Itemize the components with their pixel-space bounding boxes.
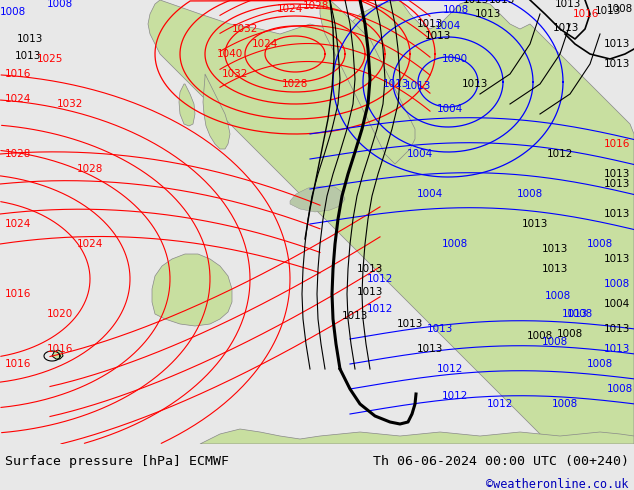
Text: 1008: 1008 [552,399,578,409]
Polygon shape [148,0,634,444]
Text: 1040: 1040 [217,49,243,59]
Text: 1008: 1008 [47,0,73,9]
Polygon shape [203,74,230,149]
Text: 1016: 1016 [573,9,599,19]
Text: 1008: 1008 [0,7,26,17]
Text: 1004: 1004 [417,189,443,199]
Text: 1013: 1013 [604,209,630,219]
Text: 1013: 1013 [604,169,630,179]
Text: 1013: 1013 [555,0,581,9]
Text: 1008: 1008 [604,279,630,289]
Text: 1004: 1004 [435,21,461,31]
Text: 1028: 1028 [281,79,308,89]
Text: 1000: 1000 [442,54,468,64]
Text: 1013: 1013 [475,9,501,19]
Polygon shape [200,429,634,444]
Text: 1008: 1008 [567,309,593,319]
Text: 1013: 1013 [542,264,568,274]
Text: 1024: 1024 [5,219,31,229]
Text: 1028: 1028 [303,1,329,11]
Text: 1024: 1024 [5,94,31,104]
Text: 1013: 1013 [463,0,489,5]
Text: 1012: 1012 [367,304,393,314]
Text: 1013: 1013 [462,79,488,89]
Text: 1013: 1013 [542,244,568,254]
Text: 1008: 1008 [545,291,571,301]
Text: 1012: 1012 [487,399,513,409]
Text: 1013: 1013 [595,6,621,16]
Text: 1008: 1008 [517,189,543,199]
Text: 1008: 1008 [443,5,469,15]
Text: 1013: 1013 [397,319,423,329]
Text: 1013: 1013 [562,309,588,319]
Text: 1012: 1012 [437,364,463,374]
Text: 1028: 1028 [5,149,31,159]
Text: 1013: 1013 [357,264,383,274]
Text: 1008: 1008 [442,239,468,249]
Polygon shape [320,0,415,164]
Text: 1012: 1012 [442,391,468,401]
Text: 1012: 1012 [367,274,393,284]
Text: 1013: 1013 [15,51,41,61]
Text: 1020: 1020 [47,309,73,319]
Polygon shape [290,186,345,212]
Text: 1013: 1013 [357,287,383,297]
Text: 1028: 1028 [77,164,103,174]
Text: 1004: 1004 [604,299,630,309]
Text: 1013: 1013 [425,31,451,41]
Text: 1013: 1013 [417,344,443,354]
Text: 1008: 1008 [607,384,633,394]
Text: 1004: 1004 [437,104,463,114]
Text: 1013: 1013 [604,59,630,69]
Polygon shape [152,254,232,326]
Text: 1008: 1008 [557,329,583,339]
Text: 1008: 1008 [587,359,613,369]
Text: 1013: 1013 [604,39,630,49]
Text: 1013: 1013 [522,219,548,229]
Polygon shape [179,84,195,126]
Text: 1013: 1013 [417,19,443,29]
Polygon shape [52,350,63,359]
Text: 1016: 1016 [5,359,31,369]
Text: 1008: 1008 [607,4,633,14]
Text: 1013: 1013 [427,324,453,334]
Text: 1008: 1008 [542,337,568,347]
Text: 1013: 1013 [604,324,630,334]
Text: 1012: 1012 [547,149,573,159]
Text: 1008: 1008 [587,239,613,249]
Text: 1013: 1013 [17,34,43,44]
Text: ©weatheronline.co.uk: ©weatheronline.co.uk [486,478,629,490]
Text: 1013: 1013 [405,81,431,91]
Text: 1016: 1016 [5,289,31,299]
Text: 1013: 1013 [604,179,630,189]
Text: 1024: 1024 [252,39,278,49]
Text: 1013: 1013 [342,311,368,321]
Text: 1025: 1025 [37,54,63,64]
Text: 1016: 1016 [604,139,630,149]
Text: 1024: 1024 [277,4,303,14]
Text: 1013: 1013 [604,254,630,264]
Text: 1024: 1024 [77,239,103,249]
Text: 1013: 1013 [383,79,409,89]
Text: 1016: 1016 [47,344,73,354]
Text: 1032: 1032 [232,24,258,34]
Text: Surface pressure [hPa] ECMWF: Surface pressure [hPa] ECMWF [5,455,229,468]
Text: 1004: 1004 [407,149,433,159]
Text: Th 06-06-2024 00:00 UTC (00+240): Th 06-06-2024 00:00 UTC (00+240) [373,455,629,468]
Text: 1032: 1032 [222,69,248,79]
Text: 1013: 1013 [489,0,515,5]
Text: 1013: 1013 [553,23,579,33]
Text: 1008: 1008 [527,331,553,341]
Text: 1016: 1016 [5,69,31,79]
Text: 1032: 1032 [57,99,83,109]
Text: 1013: 1013 [604,344,630,354]
